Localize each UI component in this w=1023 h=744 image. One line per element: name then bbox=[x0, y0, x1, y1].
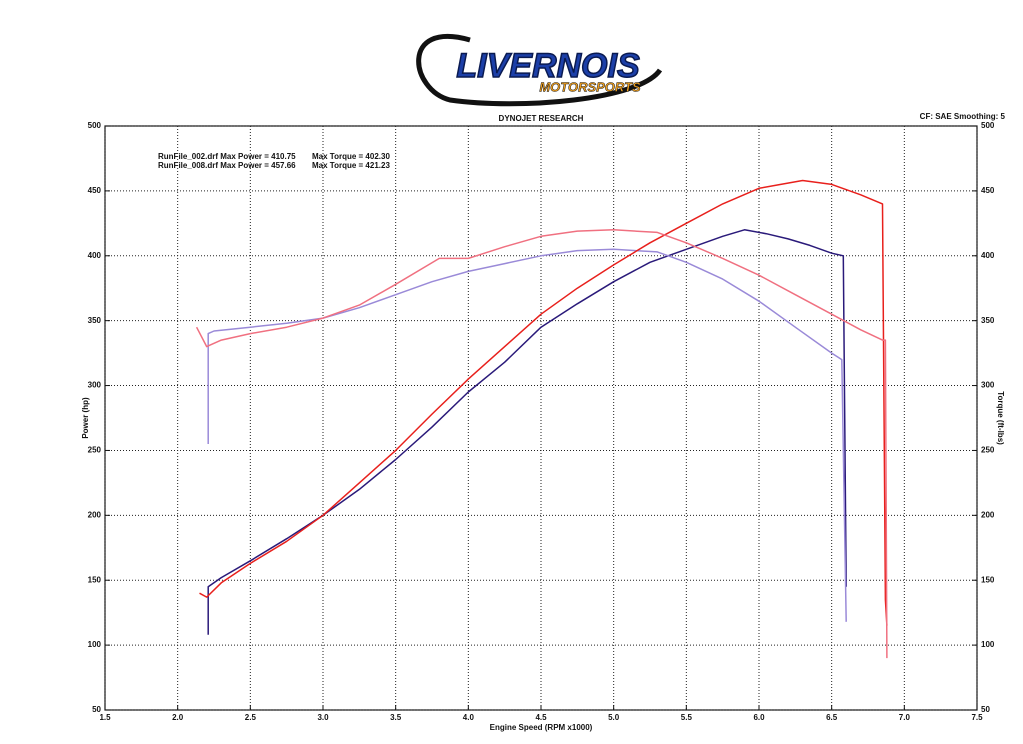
y-tick-label: 300 bbox=[88, 381, 102, 390]
logo-tagline: MOTORSPORTS bbox=[539, 79, 641, 94]
y2-tick-label: 50 bbox=[981, 705, 990, 714]
x-tick-label: 6.5 bbox=[826, 713, 838, 722]
legend-text: RunFile_002.drf Max Power = 410.75 bbox=[158, 152, 296, 161]
x-tick-label: 3.5 bbox=[390, 713, 402, 722]
y2-tick-label: 150 bbox=[981, 575, 995, 584]
y-tick-label: 150 bbox=[88, 575, 102, 584]
y-axis-label: Power (hp) bbox=[81, 397, 90, 439]
y-tick-label: 400 bbox=[88, 251, 102, 260]
chart-title: DYNOJET RESEARCH bbox=[499, 114, 584, 123]
legend-text: Max Torque = 421.23 bbox=[312, 161, 390, 170]
x-tick-label: 6.0 bbox=[753, 713, 765, 722]
x-tick-label: 2.5 bbox=[245, 713, 257, 722]
y-tick-label: 200 bbox=[88, 510, 102, 519]
x-tick-label: 5.5 bbox=[681, 713, 693, 722]
series-line bbox=[195, 229, 888, 659]
y-tick-label: 350 bbox=[88, 316, 102, 325]
y2-tick-label: 300 bbox=[981, 381, 995, 390]
x-tick-label: 4.5 bbox=[535, 713, 547, 722]
x-tick-label: 4.0 bbox=[463, 713, 475, 722]
logo-swoosh bbox=[416, 34, 663, 107]
legend-text: RunFile_008.drf Max Power = 457.66 bbox=[158, 161, 296, 170]
series-line bbox=[207, 248, 847, 622]
logo: LIVERNOIS MOTORSPORTS bbox=[416, 34, 663, 107]
series-line bbox=[199, 179, 888, 626]
chart-subtitle: CF: SAE Smoothing: 5 bbox=[920, 112, 1006, 121]
y-tick-label: 250 bbox=[88, 446, 102, 455]
x-tick-label: 7.5 bbox=[971, 713, 983, 722]
legend-text: Max Torque = 402.30 bbox=[312, 152, 390, 161]
y-tick-label: 450 bbox=[88, 186, 102, 195]
y2-tick-label: 400 bbox=[981, 251, 995, 260]
y-tick-label: 500 bbox=[88, 121, 102, 130]
y2-tick-label: 100 bbox=[981, 640, 995, 649]
y2-tick-label: 200 bbox=[981, 510, 995, 519]
y2-tick-label: 450 bbox=[981, 186, 995, 195]
x-tick-label: 3.0 bbox=[317, 713, 329, 722]
x-tick-label: 7.0 bbox=[899, 713, 911, 722]
x-axis-label: Engine Speed (RPM x1000) bbox=[490, 723, 593, 732]
x-tick-label: 1.5 bbox=[99, 713, 111, 722]
y2-tick-label: 500 bbox=[981, 121, 995, 130]
y2-tick-label: 250 bbox=[981, 446, 995, 455]
x-tick-label: 2.0 bbox=[172, 713, 184, 722]
x-tick-label: 5.0 bbox=[608, 713, 620, 722]
y-tick-label: 100 bbox=[88, 640, 102, 649]
y-tick-label: 50 bbox=[92, 705, 101, 714]
series-line bbox=[207, 229, 847, 635]
y2-axis-label: Torque (ft-lbs) bbox=[996, 391, 1005, 445]
logo-name: LIVERNOIS bbox=[456, 47, 640, 85]
y2-tick-label: 350 bbox=[981, 316, 995, 325]
